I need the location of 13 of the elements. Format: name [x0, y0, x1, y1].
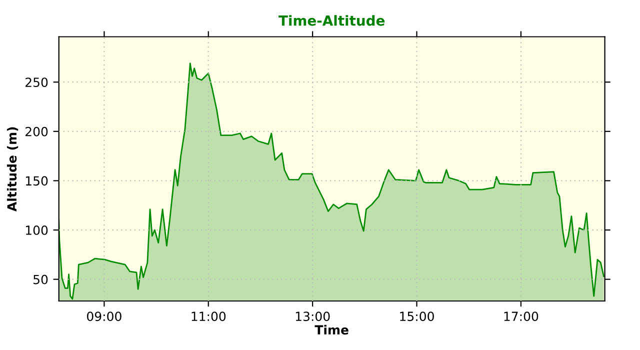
y-tick-label: 50: [34, 274, 48, 284]
x-tick-label: 13:00: [296, 312, 330, 322]
y-axis-title: Altitude (m): [6, 127, 18, 212]
x-tick-label: 11:00: [192, 312, 226, 322]
chart-title: Time-Altitude: [278, 15, 385, 26]
x-tick-label: 17:00: [504, 312, 538, 322]
y-tick-label: 150: [26, 176, 48, 186]
x-tick-label: 15:00: [400, 312, 434, 322]
y-tick-label: 100: [26, 225, 48, 235]
x-tick-label: 09:00: [87, 312, 122, 322]
y-tick-label: 200: [26, 126, 48, 136]
y-tick-label: 250: [26, 78, 48, 88]
x-axis-title: Time: [314, 324, 348, 335]
